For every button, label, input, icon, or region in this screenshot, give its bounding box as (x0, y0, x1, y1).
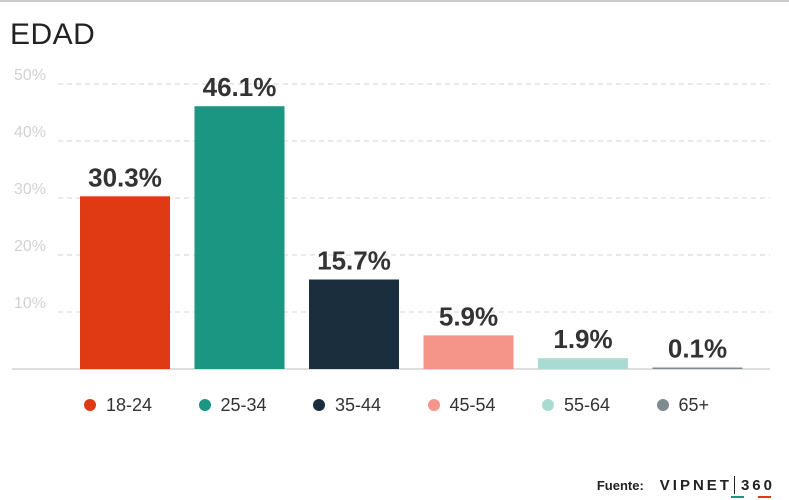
y-tick-label: 50% (14, 67, 46, 84)
brand-separator (733, 476, 735, 494)
bar-chart: 10% 20% 30% 40% 50% 30.3% 46.1% 15.7% 5.9% 1.9% 0.… (12, 67, 770, 370)
legend-dot (542, 399, 554, 411)
brand-name: VIPNET (659, 476, 732, 494)
legend-item: 65+ (656, 393, 710, 417)
data-label: 0.1% (668, 334, 727, 364)
legend-dot (656, 399, 669, 411)
data-label: 5.9% (439, 301, 498, 331)
legend-label: 45-54 (449, 394, 496, 415)
bar-18-24 (80, 196, 170, 369)
legend-dot (427, 399, 440, 411)
bar-25-34 (194, 106, 285, 369)
top-rule (0, 0, 789, 2)
y-tick-label: 20% (14, 238, 46, 255)
bar-55-64 (538, 358, 628, 369)
legend-dot (313, 399, 325, 411)
bar-35-44 (309, 279, 399, 369)
legend-label: 25-34 (220, 394, 267, 415)
data-label: 46.1% (203, 72, 277, 102)
source-credit: Fuente: VIPNET 360 (596, 474, 775, 498)
chart-title: EDAD (10, 18, 96, 51)
legend-item: 35-44 (313, 393, 381, 417)
bar-45-54 (423, 335, 514, 369)
legend-label: 18-24 (106, 394, 153, 415)
y-tick-label: 40% (14, 124, 46, 141)
brand-flag-underline (731, 496, 771, 498)
bar-65+ (652, 367, 743, 369)
legend-label: 65+ (678, 394, 710, 415)
legend-dot (84, 399, 96, 411)
legend-dot (198, 399, 211, 411)
data-label: 30.3% (88, 162, 162, 192)
legend-item: 18-24 (84, 393, 152, 417)
y-tick-label: 30% (14, 181, 46, 198)
legend-label: 35-44 (335, 394, 382, 415)
legend-item: 55-64 (542, 393, 610, 417)
data-label: 15.7% (317, 246, 391, 276)
brand-number: 360 (740, 476, 775, 494)
y-tick-label: 10% (14, 295, 46, 312)
data-label: 1.9% (553, 324, 612, 354)
brand-logo: VIPNET 360 (659, 476, 775, 498)
legend-item: 25-34 (198, 393, 267, 417)
source-label: Fuente: (596, 477, 644, 493)
chart-legend: 18-24 25-34 35-44 45-54 55-64 65+ (0, 393, 789, 417)
legend-label: 55-64 (564, 394, 611, 415)
legend-item: 45-54 (427, 393, 496, 417)
